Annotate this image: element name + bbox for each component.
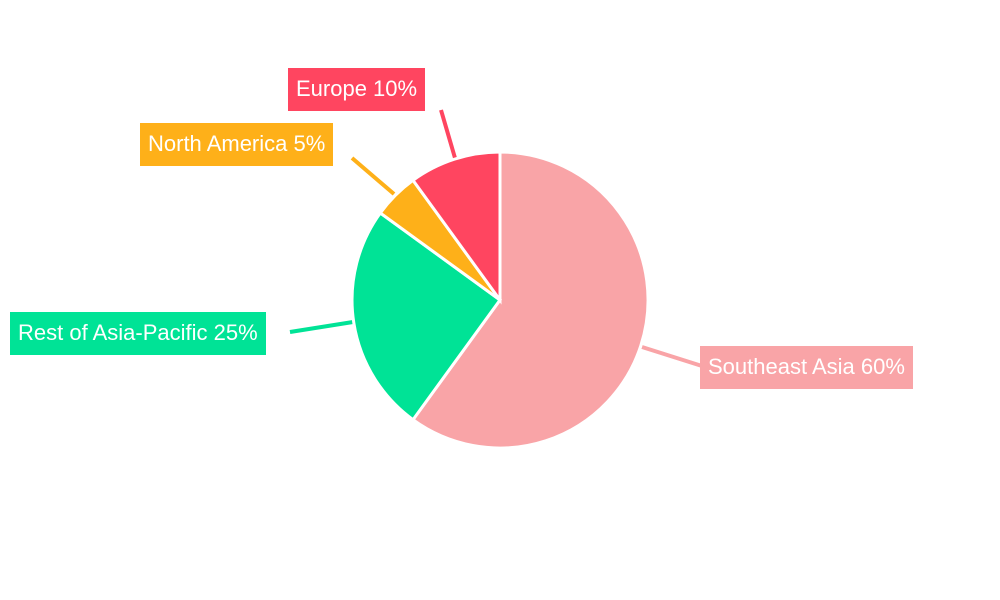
slice-rest-of-asia-pacific[interactable] <box>350 210 503 422</box>
slice-southeast-asia[interactable] <box>410 150 650 450</box>
leader-line-rest-of-asia-pacific <box>289 320 354 334</box>
data-label-north-america: North America 5% <box>140 123 334 166</box>
data-label-rest-of-asia-pacific: Rest of Asia-Pacific 25% <box>10 312 266 355</box>
leader-line-north-america <box>350 156 396 196</box>
leader-line-southeast-asia <box>641 345 703 368</box>
leader-line-europe <box>439 109 457 159</box>
data-label-southeast-asia: Southeast Asia 60% <box>700 346 913 389</box>
slice-europe[interactable] <box>410 150 502 305</box>
data-label-europe: Europe 10% <box>288 68 426 111</box>
